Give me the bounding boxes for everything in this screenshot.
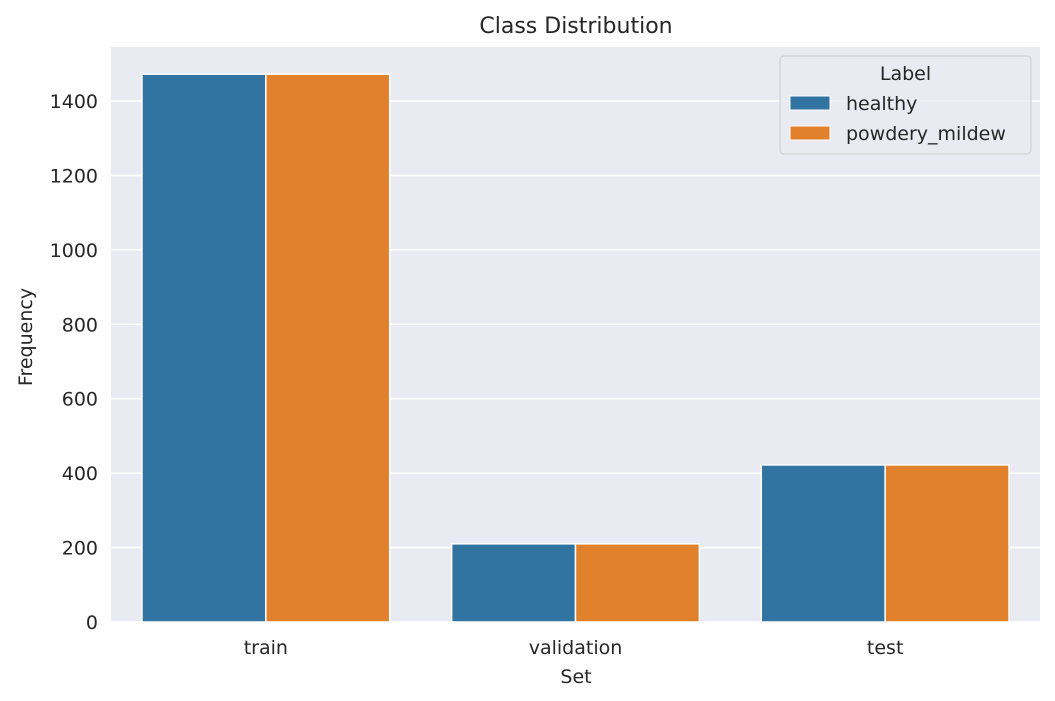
legend-entry-powdery_mildew: powdery_mildew	[846, 123, 1006, 145]
y-tick-label: 400	[62, 463, 98, 485]
legend: Label healthy powdery_mildew	[779, 55, 1032, 155]
bars	[141, 73, 1010, 623]
bar-healthy-train	[141, 73, 267, 623]
y-tick-label: 1000	[50, 240, 98, 262]
x-axis-label: Set	[560, 666, 591, 688]
y-axis-label: Frequency	[15, 288, 37, 386]
y-tick-label: 1400	[50, 91, 98, 113]
bar-healthy-test	[760, 464, 886, 623]
legend-swatch-healthy	[789, 95, 831, 111]
x-tick-label: validation	[529, 637, 623, 659]
bar-powdery_mildew-test	[884, 464, 1010, 623]
legend-box	[779, 55, 1032, 155]
legend-entry-healthy: healthy	[846, 93, 917, 115]
x-axis-ticks: train validation test	[244, 637, 904, 659]
y-tick-label: 800	[62, 314, 98, 336]
x-tick-label: train	[244, 637, 288, 659]
chart-title: Class Distribution	[479, 14, 672, 39]
y-axis-ticks: 0 200 400 600 800 1000 1200 1400	[50, 91, 98, 634]
bar-powdery_mildew-validation	[574, 543, 701, 623]
y-tick-label: 0	[86, 612, 98, 634]
bar-powdery_mildew-train	[265, 73, 391, 623]
y-tick-label: 600	[62, 389, 98, 411]
x-tick-label: test	[867, 637, 904, 659]
bar-healthy-validation	[450, 543, 577, 623]
y-tick-label: 200	[62, 538, 98, 560]
legend-swatch-powdery_mildew	[789, 125, 831, 141]
y-tick-label: 1200	[50, 165, 98, 187]
legend-title: Label	[880, 63, 931, 85]
